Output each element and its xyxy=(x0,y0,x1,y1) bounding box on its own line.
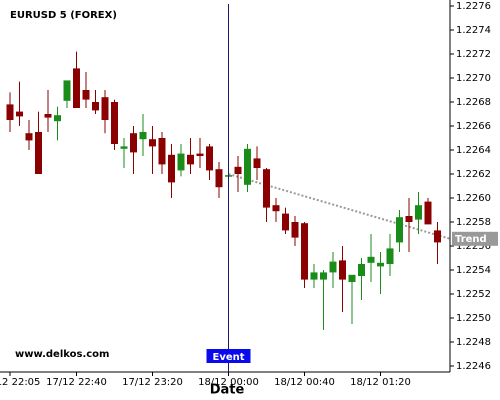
candle-body xyxy=(25,133,33,141)
candle-body xyxy=(54,115,61,122)
candle-body xyxy=(101,97,109,120)
trend-box xyxy=(452,231,498,246)
x-tick-label: 17/12 23:20 xyxy=(122,377,183,388)
trend-label: Trend xyxy=(455,234,487,245)
candle-body xyxy=(367,256,375,263)
candle-body xyxy=(253,158,261,168)
candle-body xyxy=(92,102,99,111)
y-tick-label: 1.2262 xyxy=(456,169,491,180)
candle-body xyxy=(263,169,270,208)
candle-body xyxy=(73,68,80,108)
candle-body xyxy=(405,216,413,222)
x-tick-label: 18/12 01:20 xyxy=(350,377,411,388)
y-tick-label: 1.2276 xyxy=(456,1,491,12)
candle-body xyxy=(377,262,384,267)
candle-body xyxy=(291,222,299,238)
candle-body xyxy=(310,272,318,280)
candle-body xyxy=(244,148,251,185)
candle-body xyxy=(339,260,346,280)
candle-body xyxy=(301,223,308,280)
y-tick-label: 1.2272 xyxy=(456,49,491,60)
candle-body xyxy=(358,264,365,276)
candle-body xyxy=(348,274,356,282)
y-tick-label: 1.2270 xyxy=(456,73,491,84)
candle-body xyxy=(196,153,204,156)
candle-body xyxy=(168,154,175,183)
y-tick-label: 1.2258 xyxy=(456,217,491,228)
candle-body xyxy=(35,132,42,174)
candle-body xyxy=(215,169,223,188)
y-tick-label: 1.2254 xyxy=(456,265,491,276)
y-tick-label: 1.2260 xyxy=(456,193,491,204)
candle-body xyxy=(139,132,147,140)
candle-body xyxy=(6,104,14,120)
candle-body xyxy=(177,153,185,171)
candle-body xyxy=(158,138,166,165)
x-tick-label: 18/12 00:00 xyxy=(198,377,259,388)
x-tick-label: 17/12 22:40 xyxy=(46,377,107,388)
candle-body xyxy=(282,213,289,231)
candle-body xyxy=(120,146,128,149)
candle-body xyxy=(272,205,280,212)
x-axis-label: Date xyxy=(210,383,245,398)
candle-body xyxy=(386,248,394,264)
x-tick-label: 17/12 22:05 xyxy=(0,377,40,388)
y-tick-label: 1.2248 xyxy=(456,337,491,348)
candle-body xyxy=(434,230,441,243)
trend-line xyxy=(228,173,451,240)
candle-body xyxy=(111,102,118,144)
y-tick-label: 1.2252 xyxy=(456,289,491,300)
y-tick-label: 1.2250 xyxy=(456,313,491,324)
candle-body xyxy=(396,217,403,243)
y-tick-label: 1.2264 xyxy=(456,145,491,156)
candle-body xyxy=(130,133,137,153)
y-tick-label: 1.2256 xyxy=(456,241,491,252)
candle-body xyxy=(63,80,71,101)
y-tick-label: 1.2266 xyxy=(456,121,491,132)
candle-body xyxy=(187,154,194,165)
event-box xyxy=(206,349,251,363)
x-tick-label: 18/12 00:40 xyxy=(274,377,335,388)
candle-body xyxy=(16,111,23,117)
y-tick-label: 1.2268 xyxy=(456,97,491,108)
y-tick-label: 1.2274 xyxy=(456,25,491,36)
candle-body xyxy=(234,166,242,174)
candle-body xyxy=(206,146,213,171)
candle-body xyxy=(320,272,327,280)
candle-body xyxy=(329,261,337,273)
candle-body xyxy=(44,114,52,118)
watermark: www.delkos.com xyxy=(15,349,109,360)
candle-body xyxy=(82,90,90,100)
event-label: Event xyxy=(212,352,244,363)
chart-title: EURUSD 5 (FOREX) xyxy=(10,10,117,21)
candle-body xyxy=(415,205,422,220)
candle-body xyxy=(149,139,156,147)
y-tick-label: 1.2246 xyxy=(456,361,491,372)
candle-body xyxy=(424,201,432,225)
